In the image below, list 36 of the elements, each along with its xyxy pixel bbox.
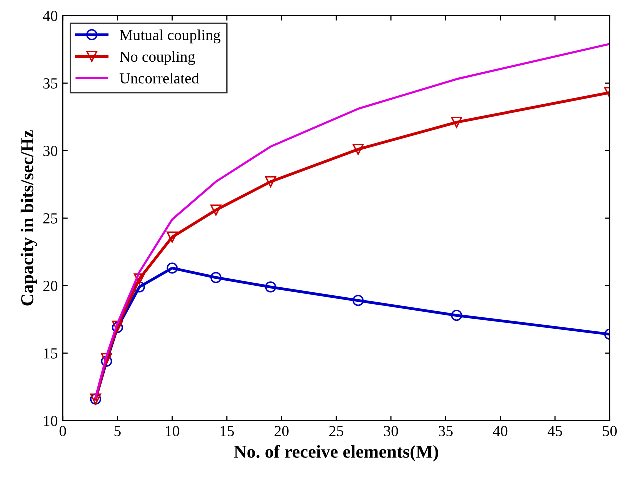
x-tick-label: 20 [274, 426, 289, 436]
point [265, 176, 276, 188]
point [166, 232, 178, 243]
point [352, 295, 364, 306]
y-tick-label: 35 [44, 78, 58, 89]
x-tick-label: 0 [60, 426, 66, 436]
point [352, 144, 364, 156]
point [101, 356, 112, 368]
y-axis-title: Capacity in bits/sec/Hz [20, 130, 38, 306]
x-tick-label: 45 [548, 426, 562, 436]
x-tick-label: 30 [384, 426, 398, 436]
x-tick-label: 40 [493, 426, 508, 436]
y-tick-label: 40 [43, 11, 58, 22]
y-tick-label: 15 [44, 348, 58, 359]
x-axis-title: No. of receive elements(M) [234, 445, 438, 462]
x-tick-label: 15 [220, 426, 234, 436]
x-tick-label: 35 [438, 426, 453, 436]
y-tick-label: 10 [44, 416, 58, 426]
legend-label: Uncorrelated [120, 72, 200, 84]
legend-label: No coupling [120, 51, 196, 66]
point [134, 274, 146, 285]
point [166, 262, 178, 274]
x-tick-label: 10 [166, 426, 180, 436]
point [210, 272, 222, 284]
point [265, 282, 276, 293]
x-tick-label: 25 [330, 426, 344, 436]
x-tick-label: 5 [114, 426, 121, 436]
y-tick-label: 20 [44, 281, 58, 292]
point [451, 310, 462, 322]
y-tick-label: 30 [44, 146, 58, 156]
legend-label: Mutual coupling [120, 30, 221, 44]
point [210, 204, 222, 216]
point [451, 116, 462, 128]
point [101, 353, 112, 364]
y-tick-label: 25 [44, 214, 58, 224]
x-tick-label: 50 [603, 426, 618, 436]
